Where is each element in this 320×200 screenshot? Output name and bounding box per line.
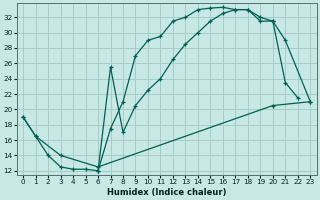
X-axis label: Humidex (Indice chaleur): Humidex (Indice chaleur) — [107, 188, 227, 197]
